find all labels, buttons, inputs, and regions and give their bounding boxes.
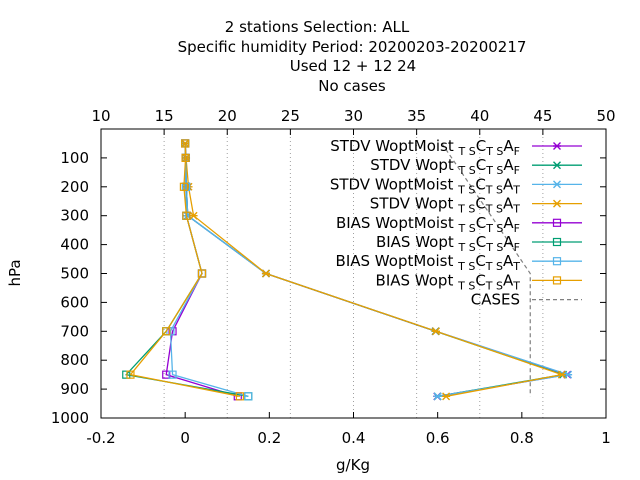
data-point [197,269,207,278]
data-point [261,269,270,278]
x-tick-label: 0.2 [257,429,281,447]
data-point [553,199,561,208]
y-tick-label: 600 [60,293,89,311]
y-tick-label: 300 [60,207,89,225]
legend-label: CASES [471,291,520,309]
data-point [179,182,189,191]
x-tick-label: 0.6 [426,429,450,447]
x2-tick-label: 25 [281,107,300,125]
data-point [244,392,253,401]
data-point [557,370,566,379]
data-point [431,327,440,336]
x2-tick-label: 35 [407,107,426,125]
x-tick-label: 0.4 [342,429,366,447]
x-tick-label: 1 [601,429,611,447]
y-axis-label: hPa [6,259,24,286]
data-point [552,218,562,227]
legend-label: BIAS WoptMoist T SCT SAT [336,252,521,273]
y-tick-label: 400 [60,236,89,254]
data-point [181,153,190,162]
legend-label: STDV WoptMoist T SCT SAT [330,175,520,196]
data-point [162,370,171,379]
legend-label: STDV Wopt T SCT SAF [370,156,520,177]
series-line [184,143,565,397]
legend-label: BIAS WoptMoist T SCT SAF [336,214,520,235]
y-tick-label: 200 [60,178,89,196]
cases-line [441,143,531,397]
y-tick-label: 1000 [51,409,89,427]
x2-tick-label: 10 [91,107,110,125]
y-tick-label: 100 [60,149,89,167]
data-point [126,370,135,379]
data-point [552,257,562,266]
title-line-3: Used 12 + 12 24 [290,57,416,75]
data-point [552,237,562,247]
x2-tick-label: 40 [470,107,489,125]
data-point [553,180,561,189]
series-line [169,143,249,397]
data-point [553,161,561,170]
chart-title: 2 stations Selection: ALL Specific humid… [178,18,527,95]
x2-tick-label: 20 [218,107,237,125]
data-point [552,276,562,285]
x2-tick-label: 45 [533,107,552,125]
x2-tick-label: 30 [344,107,363,125]
x-axis-label: g/Kg [336,456,370,474]
y-tick-label: 800 [60,351,89,369]
legend-label: BIAS Wopt T SCT SAF [376,233,520,254]
x-tick-label: 0 [180,429,190,447]
data-point [235,392,244,401]
title-line-1: 2 stations Selection: ALL [225,18,410,36]
series-group [166,139,253,401]
series-line [129,143,241,397]
legend-label: STDV Wopt T SCT SAT [370,195,520,216]
x2-tick-label: 15 [155,107,174,125]
ticks: 10 15 20 25 30 35 40 45 50 -0.2 0 0.2 0.4 0.6 0.8 1 100 2… [51,107,616,447]
title-line-2: Specific humidity Period: 20200203-20200… [178,38,527,56]
y-tick-label: 900 [60,380,89,398]
series-group [181,139,566,401]
data-point [189,211,198,220]
data-point [553,142,561,150]
series [122,139,573,401]
data-point [181,139,190,148]
x2-tick-label: 50 [596,107,615,125]
data-point [182,211,191,220]
legend-label: STDV WoptMoist T SCT SAF [330,137,520,158]
series-group [126,139,244,401]
data-point [433,392,442,401]
data-point [442,392,451,401]
x-tick-label: 0.8 [510,429,534,447]
title-line-4: No cases [318,77,386,95]
y-tick-label: 500 [60,265,89,283]
y-tick-label: 700 [60,322,89,340]
data-point [168,370,177,379]
data-point [162,327,171,336]
legend-label: BIAS Wopt T SCT SAT [376,271,521,292]
x-tick-label: -0.2 [86,429,115,447]
